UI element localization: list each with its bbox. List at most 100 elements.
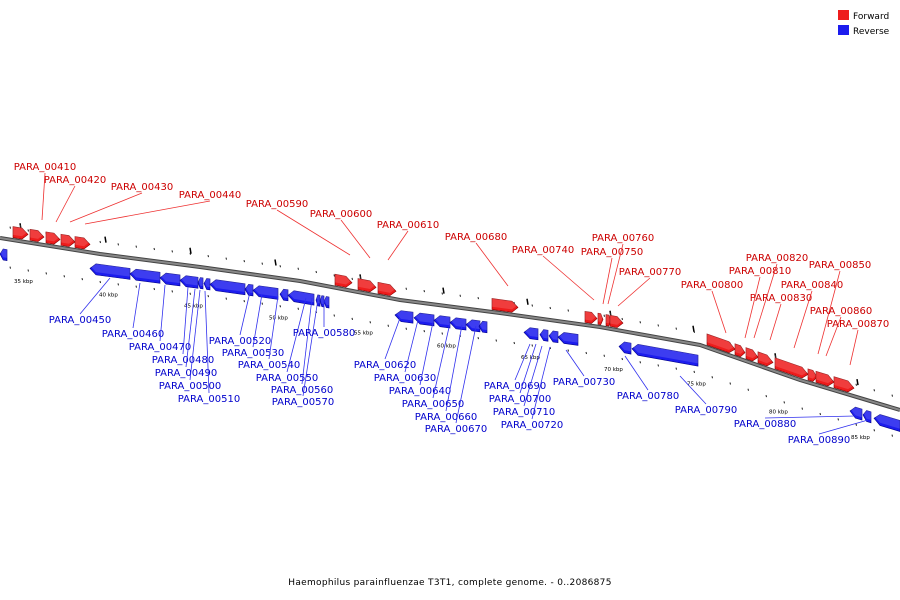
gene-highlight — [775, 355, 808, 376]
minor-tick — [117, 283, 119, 286]
gene-leader-line — [159, 284, 166, 342]
gene-leader-line — [69, 192, 143, 223]
reverse-gene-arrow — [618, 341, 632, 355]
gene-leader-line — [41, 172, 46, 221]
minor-tick — [135, 245, 137, 248]
forward-gene-arrow — [491, 298, 519, 313]
forward-gene-arrow — [734, 343, 746, 358]
kbp-label: 55 kbp — [354, 330, 373, 336]
forward-gene-arrow — [74, 236, 91, 250]
gene-label: PARA_00780 — [617, 391, 679, 402]
minor-tick — [99, 240, 101, 244]
minor-tick — [747, 388, 749, 391]
gene-leader-line — [764, 415, 856, 419]
forward-gene-arrow — [745, 347, 759, 362]
minor-tick — [171, 290, 173, 293]
minor-tick — [261, 262, 263, 265]
minor-tick — [189, 292, 191, 295]
minor-tick — [621, 357, 623, 361]
minor-tick — [891, 434, 893, 437]
gene-highlight — [598, 310, 603, 322]
gene-highlight — [808, 366, 817, 379]
gene-highlight — [253, 283, 278, 297]
gene-leader-line — [252, 293, 263, 348]
minor-tick — [279, 305, 281, 308]
gene-leader-line — [419, 321, 434, 386]
gene-label: PARA_00840 — [781, 280, 843, 291]
reverse-gene-arrow — [0, 248, 8, 261]
gene-label: PARA_00880 — [734, 419, 796, 430]
gene-leader-line — [817, 270, 841, 355]
minor-tick — [117, 243, 119, 246]
minor-tick — [675, 327, 677, 330]
gene-label: PARA_00650 — [402, 399, 464, 410]
gene-highlight — [378, 279, 396, 293]
gene-label: PARA_00470 — [129, 342, 191, 353]
gene-highlight — [834, 373, 854, 390]
legend-forward-swatch — [838, 10, 849, 20]
minor-tick — [423, 289, 425, 293]
reverse-gene-arrow — [631, 344, 699, 367]
gene-highlight — [434, 312, 450, 326]
forward-gene-arrow — [584, 311, 598, 324]
legend-reverse: Reverse — [838, 25, 889, 38]
gene-label: PARA_00690 — [484, 381, 546, 392]
gene-label: PARA_00790 — [675, 405, 737, 416]
gene-leader-line — [753, 263, 778, 339]
reverse-gene-arrow — [873, 414, 900, 432]
gene-highlight — [61, 231, 75, 244]
minor-tick — [639, 321, 641, 324]
minor-tick — [711, 376, 713, 379]
gene-label: PARA_00450 — [49, 315, 111, 326]
gene-leader-line — [455, 325, 477, 424]
minor-tick — [819, 412, 821, 416]
gene-highlight — [245, 281, 253, 294]
gene-leader-line — [607, 243, 624, 305]
minor-tick — [441, 292, 443, 295]
legend-forward-label: Forward — [853, 12, 890, 22]
gene-leader-line — [276, 209, 351, 256]
genome-caption: Haemophilus parainfluenzae T3T1, complet… — [288, 578, 612, 588]
gene-label: PARA_00720 — [501, 420, 563, 431]
gene-highlight — [540, 326, 548, 339]
minor-tick — [153, 247, 155, 251]
gene-highlight — [746, 344, 758, 359]
reverse-gene-arrow — [478, 320, 488, 334]
gene-highlight — [316, 292, 320, 304]
gene-highlight — [619, 339, 631, 352]
gene-label: PARA_00820 — [746, 253, 808, 264]
kbp-label: 45 kbp — [184, 304, 203, 310]
gene-label: PARA_00540 — [238, 360, 300, 371]
minor-tick — [495, 339, 497, 342]
minor-tick — [333, 314, 335, 317]
gene-leader-line — [239, 291, 251, 336]
minor-tick — [225, 297, 227, 300]
gene-highlight — [558, 329, 578, 343]
gene-label: PARA_00640 — [389, 386, 451, 397]
gene-leader-line — [185, 288, 196, 368]
legend-forward: Forward — [838, 10, 889, 23]
gene-highlight — [850, 404, 862, 418]
gene-label: PARA_00500 — [159, 381, 221, 392]
gene-leader-line — [523, 345, 543, 407]
gene-label: PARA_00610 — [377, 220, 439, 231]
gene-leader-line — [624, 355, 649, 391]
forward-gene-arrow — [757, 351, 774, 367]
gene-leader-line — [182, 286, 189, 355]
minor-tick — [9, 266, 11, 269]
gene-leader-line — [55, 185, 76, 223]
gene-highlight — [492, 295, 518, 310]
reverse-gene-arrow — [849, 406, 863, 421]
gene-label: PARA_00420 — [44, 175, 106, 186]
minor-tick — [387, 324, 389, 327]
gene-label: PARA_00670 — [425, 424, 487, 435]
minor-tick — [657, 364, 659, 367]
minor-tick — [531, 304, 533, 307]
minor-tick — [423, 329, 425, 333]
gene-highlight — [816, 368, 834, 384]
gene-label: PARA_00810 — [729, 266, 791, 277]
gene-label: PARA_00480 — [152, 355, 214, 366]
gene-label: PARA_00430 — [111, 182, 173, 193]
gene-highlight — [204, 275, 210, 288]
gene-label: PARA_00740 — [512, 245, 574, 256]
